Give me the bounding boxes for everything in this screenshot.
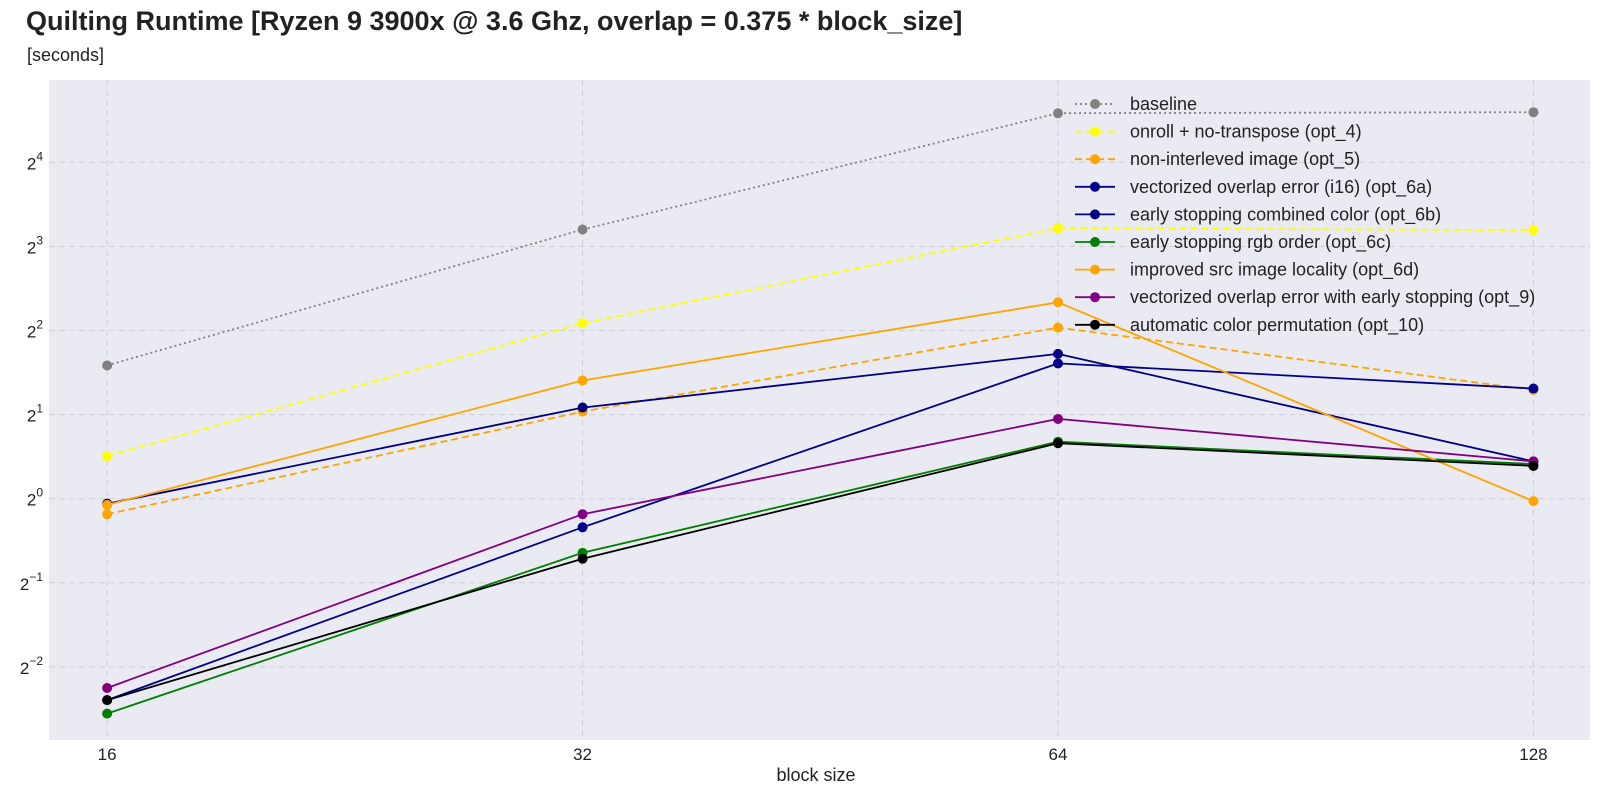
legend-label: vectorized overlap error with early stop… [1130, 287, 1535, 308]
data-point [102, 451, 113, 462]
legend-item: automatic color permutation (opt_10) [1075, 315, 1424, 336]
data-point [1528, 460, 1539, 471]
data-point [1528, 496, 1539, 507]
data-point [102, 683, 113, 694]
data-point [102, 708, 113, 719]
data-point [102, 360, 113, 371]
x-tick-label: 128 [1519, 745, 1547, 764]
data-point [577, 522, 588, 533]
y-tick-label: 21 [27, 402, 43, 426]
legend-item: onroll + no-transpose (opt_4) [1075, 122, 1362, 143]
legend-label: non-interleved image (opt_5) [1130, 149, 1360, 170]
legend-label: baseline [1130, 94, 1197, 114]
series-line [106, 326, 1534, 516]
data-point [1528, 225, 1539, 236]
series-line [106, 111, 1534, 367]
x-tick-label: 16 [98, 745, 117, 764]
legend-item: baseline [1075, 94, 1197, 114]
legend-marker [1090, 126, 1100, 137]
x-tick-label: 32 [573, 745, 592, 764]
y-tick-label: 20 [27, 486, 43, 510]
data-point [102, 695, 113, 706]
legend-item: early stopping combined color (opt_6b) [1075, 204, 1441, 225]
chart-subtitle: [seconds] [27, 45, 105, 65]
legend-marker [1090, 292, 1100, 303]
series-line [106, 442, 1534, 701]
legend-item: vectorized overlap error with early stop… [1075, 287, 1535, 308]
legend-label: onroll + no-transpose (opt_4) [1130, 122, 1362, 143]
data-point [1053, 322, 1064, 333]
y-tick-label: 22 [27, 318, 43, 342]
data-point [1053, 223, 1064, 234]
legend-marker [1090, 264, 1100, 275]
data-point [1053, 108, 1064, 119]
legend-label: improved src image locality (opt_6d) [1130, 260, 1419, 281]
legend-item: vectorized overlap error (i16) (opt_6a) [1075, 177, 1432, 198]
y-tick-label: 2−1 [20, 570, 43, 594]
plot-background [49, 80, 1590, 740]
x-axis-label: block size [776, 765, 855, 785]
series-line [106, 301, 1534, 506]
legend-marker [1090, 99, 1100, 109]
legend-item: improved src image locality (opt_6d) [1075, 260, 1419, 281]
legend-label: early stopping rgb order (opt_6c) [1130, 232, 1391, 253]
series-lines [102, 107, 1539, 719]
legend: baseline onroll + no-transpose (opt_4)non… [1075, 94, 1535, 336]
y-tick-label: 2−2 [20, 654, 43, 678]
series-line [106, 417, 1534, 689]
series-baseline [102, 107, 1539, 371]
series-line [106, 362, 1534, 701]
data-point [1053, 358, 1064, 369]
data-point [1053, 413, 1064, 424]
chart-title: Quilting Runtime [Ryzen 9 3900x @ 3.6 Gh… [26, 6, 963, 36]
data-point [1528, 107, 1539, 118]
x-axis-ticks: 16 32 64 128 [98, 745, 1548, 764]
series-line [106, 440, 1534, 715]
series-onroll-no-transpose-opt-4 [102, 223, 1539, 462]
legend-marker [1090, 154, 1100, 165]
data-point [102, 509, 113, 520]
series-automatic-color-permutation-opt-10 [102, 438, 1539, 706]
data-point [1053, 297, 1064, 308]
series-improved-src-image-locality-opt-6d [102, 297, 1539, 510]
data-point [102, 499, 113, 510]
x-tick-label: 64 [1049, 745, 1068, 764]
data-point [577, 375, 588, 386]
data-point [577, 509, 588, 520]
data-point [577, 318, 588, 329]
legend-marker [1090, 237, 1100, 247]
legend-label: early stopping combined color (opt_6b) [1130, 204, 1441, 225]
legend-label: vectorized overlap error (i16) (opt_6a) [1130, 177, 1432, 198]
legend-marker [1090, 209, 1100, 220]
y-axis-ticks: 2−2 2−1 20 21 22 23 24 [20, 149, 43, 677]
legend-item: early stopping rgb order (opt_6c) [1075, 232, 1391, 253]
data-point [577, 224, 588, 235]
data-point [577, 553, 588, 564]
legend-item: non-interleved image (opt_5) [1075, 149, 1360, 170]
series-vectorized-overlap-error-with-early-stopping-opt-9 [102, 413, 1539, 694]
data-point [1528, 383, 1539, 394]
y-tick-label: 24 [27, 149, 43, 173]
data-point [577, 402, 588, 413]
series-line [106, 227, 1534, 458]
data-point [1053, 438, 1064, 449]
y-tick-label: 23 [27, 233, 43, 257]
legend-marker [1090, 181, 1100, 192]
series-line [106, 352, 1534, 505]
data-point [1053, 348, 1064, 359]
legend-marker [1090, 319, 1100, 330]
legend-label: automatic color permutation (opt_10) [1130, 315, 1424, 336]
